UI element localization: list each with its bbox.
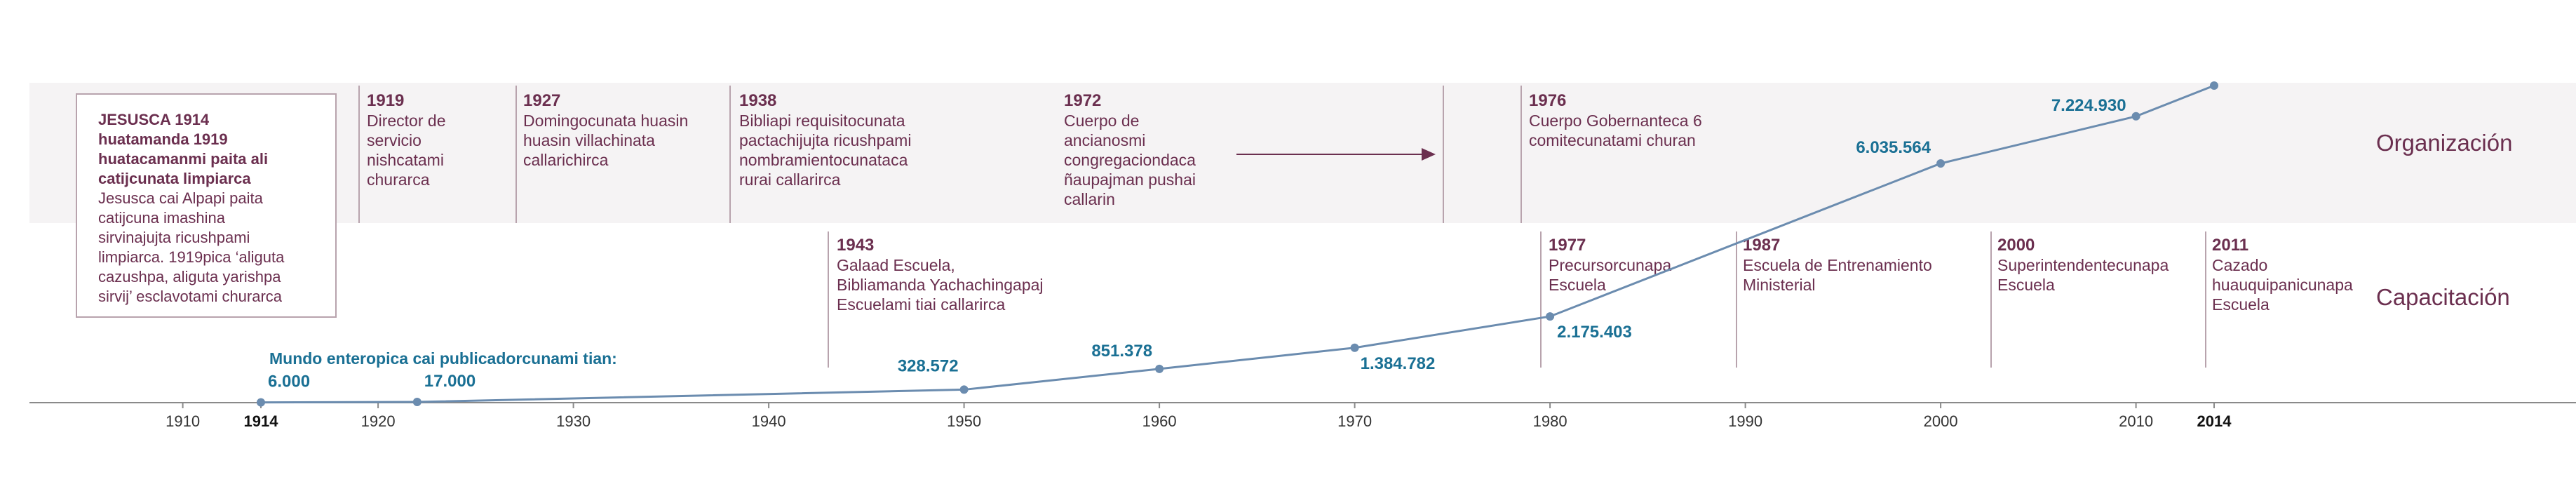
publishers-chart-title: Mundo enteropica cai publicadorcunami ti…	[269, 349, 617, 368]
x-tick-label-2010: 2010	[2119, 412, 2153, 430]
divider-1943	[828, 231, 829, 368]
x-tick-label-1910: 1910	[166, 412, 200, 430]
org-event-text: Cuerpo de ancianosmi congregaciondaca ña…	[1064, 112, 1196, 208]
data-label-1922: 17.000	[424, 372, 476, 391]
divider-1938	[729, 86, 731, 223]
training-event-2000: 2000 Superintendentecunapa Escuela	[1997, 236, 2169, 295]
x-axis-ticks: 1910 1914 1920 1930 1940 1950 1960 1970 1980 1990…	[166, 403, 2232, 430]
data-point-1950	[959, 385, 969, 394]
org-event-year: 1919	[367, 91, 405, 110]
training-event-1943: 1943 Galaad Escuela, Bibliamanda Yachach…	[837, 236, 1044, 314]
data-point-1970	[1350, 343, 1359, 352]
data-point-2000	[1936, 159, 1946, 168]
training-event-year: 2011	[2212, 236, 2249, 255]
timeline-arrow-head	[1422, 148, 1436, 161]
data-label-1950: 328.572	[898, 356, 959, 375]
training-event-text: Superintendentecunapa Escuela	[1997, 256, 2169, 294]
divider-2011	[2205, 231, 2206, 368]
x-tick-label-2000: 2000	[1924, 412, 1958, 430]
intro-title: JESUSCA 1914 huatamanda 1919 huatacamanm…	[98, 111, 269, 187]
org-event-text: Director de servicio nishcatami churarca	[367, 112, 446, 189]
training-event-text: Precursorcunapa Escuela	[1549, 256, 1672, 294]
org-event-1938: 1938 Bibliapi requisitocunata pactachiju…	[739, 91, 911, 189]
intro-body: Jesusca cai Alpapi paita catijcuna imash…	[98, 189, 285, 305]
org-event-year: 1938	[739, 91, 777, 110]
training-event-year: 1977	[1549, 236, 1586, 255]
data-labels: 6.000 17.000 328.572 851.378 1.384.782 2.175.…	[268, 96, 2126, 391]
data-points	[257, 81, 2218, 407]
data-point-1960	[1155, 364, 1164, 373]
training-event-year: 1943	[837, 236, 875, 255]
x-tick-label-1930: 1930	[556, 412, 591, 430]
data-point-2014	[2210, 81, 2218, 90]
training-event-2011: 2011 Cazado huauquipanicunapa Escuela	[2212, 236, 2353, 314]
training-event-year: 2000	[1997, 236, 2035, 255]
org-event-1976: 1976 Cuerpo Gobernanteca 6 comitecunatam…	[1529, 91, 1702, 150]
x-tick-label-1980: 1980	[1533, 412, 1567, 430]
divider-1919	[358, 86, 360, 223]
organization-band	[29, 83, 2576, 223]
org-event-1972: 1972 Cuerpo de ancianosmi congregacionda…	[1064, 91, 1196, 209]
org-event-text: Cuerpo Gobernanteca 6 comitecunatami chu…	[1529, 112, 1702, 149]
org-event-year: 1972	[1064, 91, 1102, 110]
divider-1987	[1736, 231, 1737, 368]
org-event-1927: 1927 Domingocunata huasin huasin villach…	[523, 91, 688, 170]
data-label-2000: 6.035.564	[1856, 138, 1931, 157]
divider-1976	[1520, 86, 1522, 223]
org-event-text: Bibliapi requisitocunata pactachijujta r…	[739, 112, 912, 189]
row-label-organization: Organización	[2376, 130, 2513, 156]
training-event-text: Galaad Escuela, Bibliamanda Yachachingap…	[837, 256, 1044, 314]
x-tick-label-1950: 1950	[947, 412, 981, 430]
x-tick-label-1914: 1914	[244, 412, 279, 430]
publishers-series-line	[260, 84, 2215, 404]
data-label-1980: 2.175.403	[1557, 323, 1632, 342]
data-point-1922	[412, 398, 422, 407]
org-event-1919: 1919 Director de servicio nishcatami chu…	[367, 91, 445, 189]
divider-1927	[515, 86, 517, 223]
x-tick-label-1920: 1920	[361, 412, 396, 430]
training-event-1977: 1977 Precursorcunapa Escuela	[1549, 236, 1671, 295]
data-label-1970: 1.384.782	[1361, 354, 1436, 373]
data-label-1960: 851.378	[1091, 342, 1152, 361]
x-tick-label-1960: 1960	[1142, 412, 1177, 430]
data-point-1914	[257, 398, 265, 407]
x-tick-label-2014: 2014	[2197, 412, 2232, 430]
x-tick-label-1940: 1940	[752, 412, 786, 430]
x-tick-label-1970: 1970	[1337, 412, 1372, 430]
org-event-year: 1927	[523, 91, 561, 110]
training-event-1987: 1987 Escuela de Entrenamiento Ministeria…	[1743, 236, 1932, 295]
data-label-2010: 7.224.930	[2051, 96, 2126, 115]
org-event-text: Domingocunata huasin huasin villachinata…	[523, 112, 689, 169]
data-point-2010	[2131, 112, 2140, 121]
row-label-training: Capacitación	[2376, 284, 2510, 310]
data-label-1914: 6.000	[268, 372, 310, 391]
data-point-1980	[1546, 312, 1555, 321]
x-tick-label-1990: 1990	[1728, 412, 1762, 430]
divider-1972	[1443, 86, 1444, 223]
intro-box: JESUSCA 1914 huatamanda 1919 huatacamanm…	[76, 93, 337, 318]
training-event-text: Cazado huauquipanicunapa Escuela	[2212, 256, 2353, 314]
org-event-year: 1976	[1529, 91, 1567, 110]
divider-2000	[1990, 231, 1992, 368]
training-event-text: Escuela de Entrenamiento Ministerial	[1743, 256, 1932, 294]
divider-1977	[1540, 231, 1542, 368]
